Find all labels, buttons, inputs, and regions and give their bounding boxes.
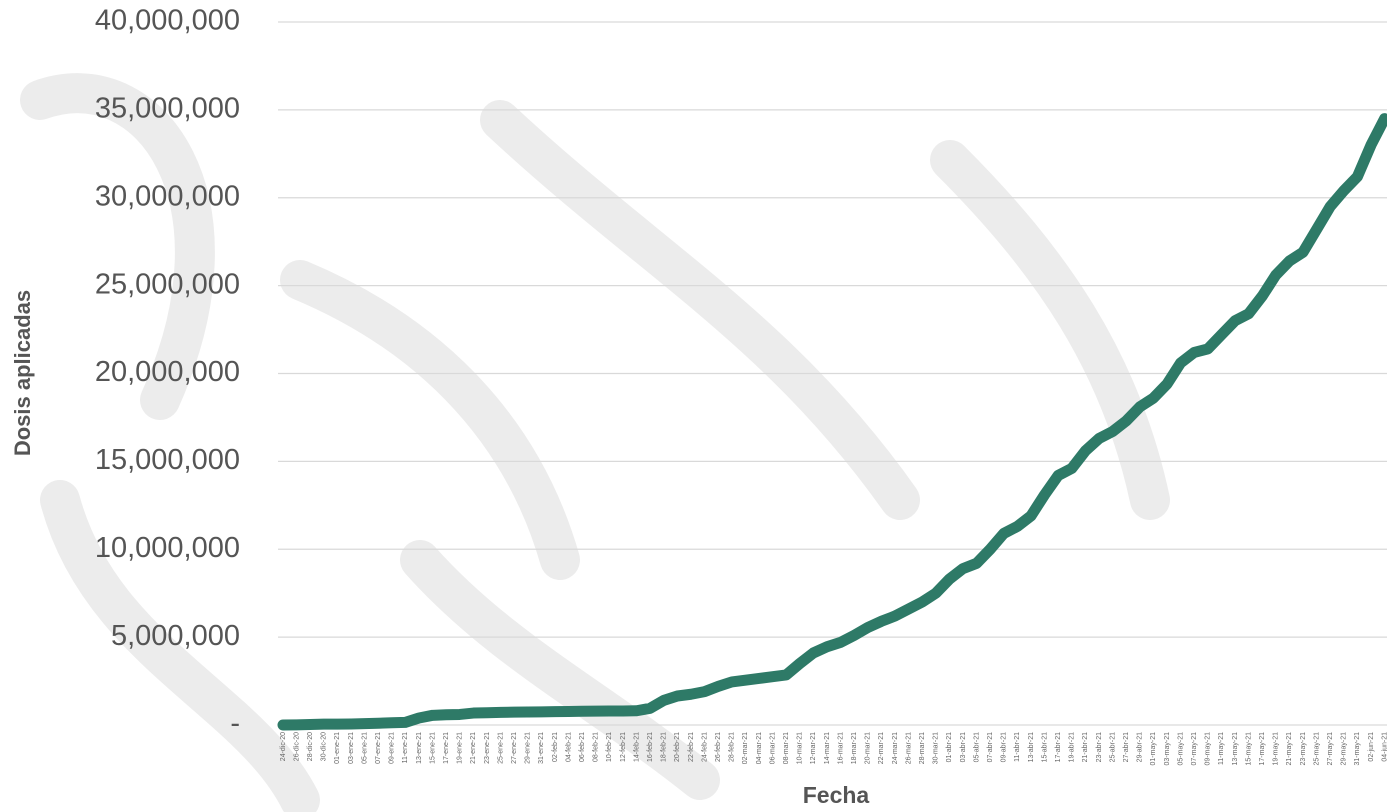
x-tick-label: 27-ene-21 xyxy=(511,732,518,764)
x-tick-label: 24-mar-21 xyxy=(892,732,899,764)
y-tick-label: 40,000,000 xyxy=(95,5,240,37)
x-tick-label: 17-ene-21 xyxy=(443,732,450,764)
x-tick-label: 26-mar-21 xyxy=(905,732,912,764)
y-tick-label: - xyxy=(230,708,240,740)
x-tick-label: 12-mar-21 xyxy=(810,732,817,764)
x-tick-label: 28-feb-21 xyxy=(729,732,736,762)
x-tick-label: 22-feb-21 xyxy=(688,732,695,762)
x-tick-label: 29-ene-21 xyxy=(525,732,532,764)
x-tick-label: 19-may-21 xyxy=(1273,732,1280,766)
x-tick-label: 21-ene-21 xyxy=(470,732,477,764)
x-tick-label: 03-abr-21 xyxy=(960,732,967,762)
x-tick-label: 01-abr-21 xyxy=(946,732,953,762)
x-tick-label: 15-abr-21 xyxy=(1041,732,1048,762)
x-tick-label: 17-may-21 xyxy=(1259,732,1266,766)
x-tick-label: 18-feb-21 xyxy=(661,732,668,762)
x-tick-label: 26-feb-21 xyxy=(715,732,722,762)
x-tick-label: 02-feb-21 xyxy=(552,732,559,762)
x-tick-label: 14-feb-21 xyxy=(633,732,640,762)
x-tick-label: 05-ene-21 xyxy=(361,732,368,764)
x-tick-label: 04-mar-21 xyxy=(756,732,763,764)
y-tick-label: 35,000,000 xyxy=(95,93,240,125)
x-tick-label: 10-mar-21 xyxy=(797,732,804,764)
x-tick-label: 03-may-21 xyxy=(1164,732,1171,766)
x-tick-label: 29-abr-21 xyxy=(1137,732,1144,762)
x-tick-label: 15-may-21 xyxy=(1245,732,1252,766)
y-axis-title: Dosis aplicadas xyxy=(10,290,35,456)
x-tick-label: 23-ene-21 xyxy=(484,732,491,764)
y-tick-label: 15,000,000 xyxy=(95,444,240,476)
x-tick-label: 04-feb-21 xyxy=(565,732,572,762)
x-tick-label: 17-abr-21 xyxy=(1055,732,1062,762)
x-tick-label: 04-jun-21 xyxy=(1381,732,1387,762)
x-tick-label: 27-abr-21 xyxy=(1123,732,1130,762)
data-line xyxy=(277,113,1387,731)
x-tick-label: 03-ene-21 xyxy=(348,732,355,764)
x-tick-label: 22-mar-21 xyxy=(878,732,885,764)
x-tick-label: 16-feb-21 xyxy=(647,732,654,762)
x-tick-label: 08-mar-21 xyxy=(783,732,790,764)
x-tick-label: 24-dic-20 xyxy=(280,732,287,761)
x-tick-label: 05-abr-21 xyxy=(973,732,980,762)
x-tick-label: 31-may-21 xyxy=(1354,732,1361,766)
x-tick-label: 11-may-21 xyxy=(1218,732,1225,765)
x-tick-label: 26-dic-20 xyxy=(293,732,300,761)
x-tick-label: 25-ene-21 xyxy=(497,732,504,764)
x-tick-label: 02-jun-21 xyxy=(1368,732,1375,762)
x-tick-label: 15-ene-21 xyxy=(429,732,436,764)
y-tick-label: 20,000,000 xyxy=(95,356,240,388)
x-tick-label: 02-mar-21 xyxy=(742,732,749,764)
x-tick-label: 25-abr-21 xyxy=(1109,732,1116,762)
x-tick-label: 21-abr-21 xyxy=(1082,732,1089,762)
x-tick-label: 09-ene-21 xyxy=(389,732,396,764)
x-tick-label: 13-may-21 xyxy=(1232,732,1239,766)
x-tick-label: 30-mar-21 xyxy=(933,732,940,764)
x-tick-label: 27-may-21 xyxy=(1327,732,1334,766)
x-tick-label: 09-may-21 xyxy=(1205,732,1212,766)
y-tick-label: 10,000,000 xyxy=(95,532,240,564)
x-tick-label: 07-ene-21 xyxy=(375,732,382,764)
x-tick-label: 06-feb-21 xyxy=(579,732,586,762)
x-tick-label: 08-feb-21 xyxy=(593,732,600,762)
x-tick-label: 06-mar-21 xyxy=(769,732,776,764)
x-tick-label: 20-feb-21 xyxy=(674,732,681,762)
x-tick-label: 05-may-21 xyxy=(1177,732,1184,766)
x-tick-label: 09-abr-21 xyxy=(1001,732,1008,762)
x-tick-label: 21-may-21 xyxy=(1286,732,1293,766)
x-tick-label: 13-abr-21 xyxy=(1028,732,1035,762)
x-tick-label: 30-dic-20 xyxy=(321,732,328,761)
x-tick-label: 28-dic-20 xyxy=(307,732,314,761)
x-tick-label: 19-abr-21 xyxy=(1069,732,1076,762)
x-tick-label: 07-abr-21 xyxy=(987,732,994,762)
x-tick-label: 24-feb-21 xyxy=(701,732,708,762)
x-tick-label: 12-feb-21 xyxy=(620,732,627,762)
x-tick-label: 31-ene-21 xyxy=(538,732,545,764)
x-axis-title: Fecha xyxy=(803,782,870,808)
x-tick-label: 14-mar-21 xyxy=(824,732,831,764)
y-tick-label: 25,000,000 xyxy=(95,268,240,300)
x-tick-label: 11-abr-21 xyxy=(1014,732,1021,762)
x-tick-label: 10-feb-21 xyxy=(606,732,613,762)
x-tick-label: 28-mar-21 xyxy=(919,732,926,764)
y-tick-label: 5,000,000 xyxy=(111,620,240,652)
x-tick-label: 01-ene-21 xyxy=(334,732,341,764)
x-tick-label: 01-may-21 xyxy=(1150,732,1157,766)
x-tick-label: 07-may-21 xyxy=(1191,732,1198,766)
x-tick-label: 13-ene-21 xyxy=(416,732,423,764)
x-tick-label: 18-mar-21 xyxy=(851,732,858,764)
x-tick-label: 20-mar-21 xyxy=(865,732,872,764)
x-tick-label: 11-ene-21 xyxy=(402,732,409,764)
x-tick-label: 16-mar-21 xyxy=(837,732,844,764)
x-tick-label: 23-may-21 xyxy=(1300,732,1307,766)
x-tick-label: 25-may-21 xyxy=(1313,732,1320,766)
x-tick-label: 19-ene-21 xyxy=(457,732,464,764)
y-tick-label: 30,000,000 xyxy=(95,180,240,212)
x-tick-label: 29-may-21 xyxy=(1341,732,1348,766)
watermark xyxy=(20,73,1170,812)
x-tick-label: 23-abr-21 xyxy=(1096,732,1103,762)
